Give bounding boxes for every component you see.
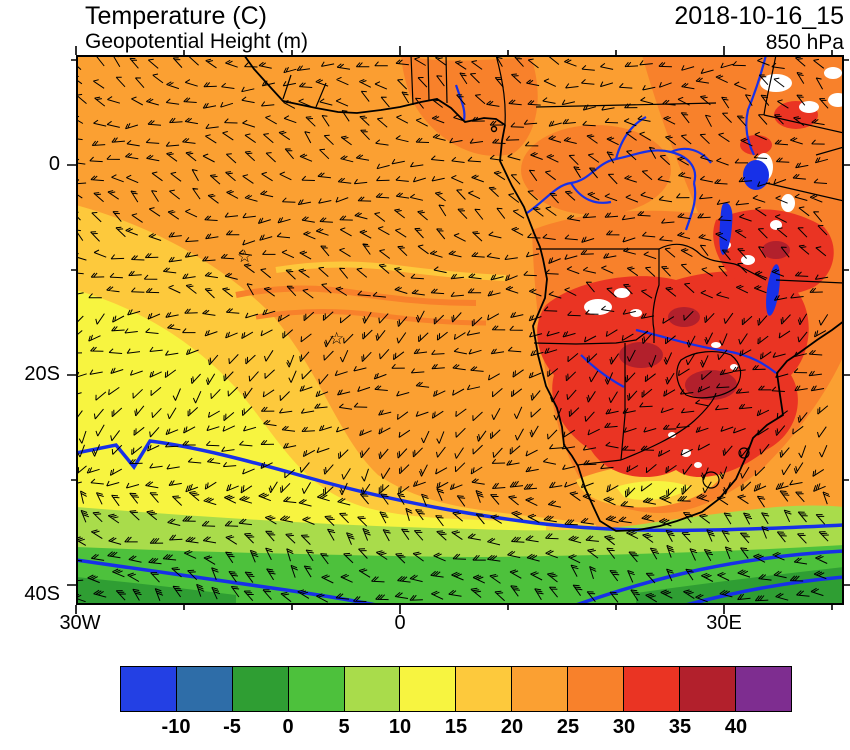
colorbar-swatch: [455, 666, 513, 712]
colorbar-tick-label: 25: [556, 716, 580, 738]
height-contours: [76, 439, 844, 605]
coastline: [243, 55, 844, 532]
colorbar-tick-label: 15: [444, 716, 468, 738]
colorbar-swatch: [678, 666, 737, 712]
colorbar: [120, 666, 793, 712]
temperature-fill-dark-green: [636, 567, 844, 605]
star-marker: ☆: [237, 247, 252, 267]
y-axis-label-40s: 40S: [24, 583, 60, 605]
colorbar-swatch: [622, 666, 681, 712]
colorbar-tick-label: 40: [724, 716, 748, 738]
temperature-fill-yellow-green-band: [76, 505, 844, 557]
map-field: ☆ ☆: [76, 55, 844, 605]
colorbar-tick-label: -10: [161, 716, 191, 738]
x-axis-label-30e: 30E: [706, 612, 742, 634]
map-canvas: ☆ ☆: [67, 46, 850, 614]
colorbar-swatch: [231, 666, 290, 712]
temperature-fill-yellow: [76, 290, 546, 560]
y-axis-label-20s: 20S: [24, 363, 60, 385]
colorbar-tick-label: 35: [668, 716, 692, 738]
map-level: 850 hPa: [765, 31, 844, 54]
x-axis-label-30w: 30W: [59, 612, 101, 634]
country-borders: [282, 55, 844, 489]
map-datetime: 2018-10-16_15: [674, 2, 844, 30]
colorbar-labels: -10 -5 0 5 10 15 20 25 30 35 40: [120, 716, 792, 740]
colorbar-swatch: [120, 666, 178, 712]
colorbar-tick-label: 10: [388, 716, 412, 738]
star-marker: ☆: [329, 329, 344, 349]
colorbar-swatch: [511, 666, 569, 712]
map-subtitle: Geopotential Height (m): [85, 30, 308, 53]
colorbar-tick-label: 20: [500, 716, 524, 738]
temperature-fill-yellow-patch: [616, 481, 691, 500]
island-bioko: [490, 125, 498, 133]
x-axis-label-0: 0: [394, 612, 406, 634]
colorbar-swatch: [343, 666, 401, 712]
lakes: [719, 160, 780, 316]
wave-stripe: [255, 308, 487, 326]
colorbar-swatch: [175, 666, 234, 712]
temperature-fill-dark-red: [762, 241, 790, 259]
temperature-fill-dark-red: [685, 370, 737, 400]
colorbar-tick-label: 30: [612, 716, 636, 738]
colorbar-tick-label: -5: [223, 716, 241, 738]
y-axis-label-0: 0: [48, 153, 60, 175]
colorbar-swatch: [567, 666, 625, 712]
colorbar-tick-label: 5: [338, 716, 350, 738]
colorbar-swatch: [734, 666, 793, 712]
colorbar-swatch: [399, 666, 457, 712]
temperature-fill-red: [740, 135, 772, 155]
temperature-fill-dark-red: [619, 342, 663, 368]
colorbar-swatch: [287, 666, 346, 712]
wave-stripe: [235, 285, 477, 306]
map-frame: [67, 46, 850, 614]
colorbar-tick-label: 0: [282, 716, 294, 738]
map-title: Temperature (C): [85, 2, 267, 30]
station-markers: ☆ ☆: [237, 247, 344, 349]
axis-ticks: [67, 46, 850, 614]
